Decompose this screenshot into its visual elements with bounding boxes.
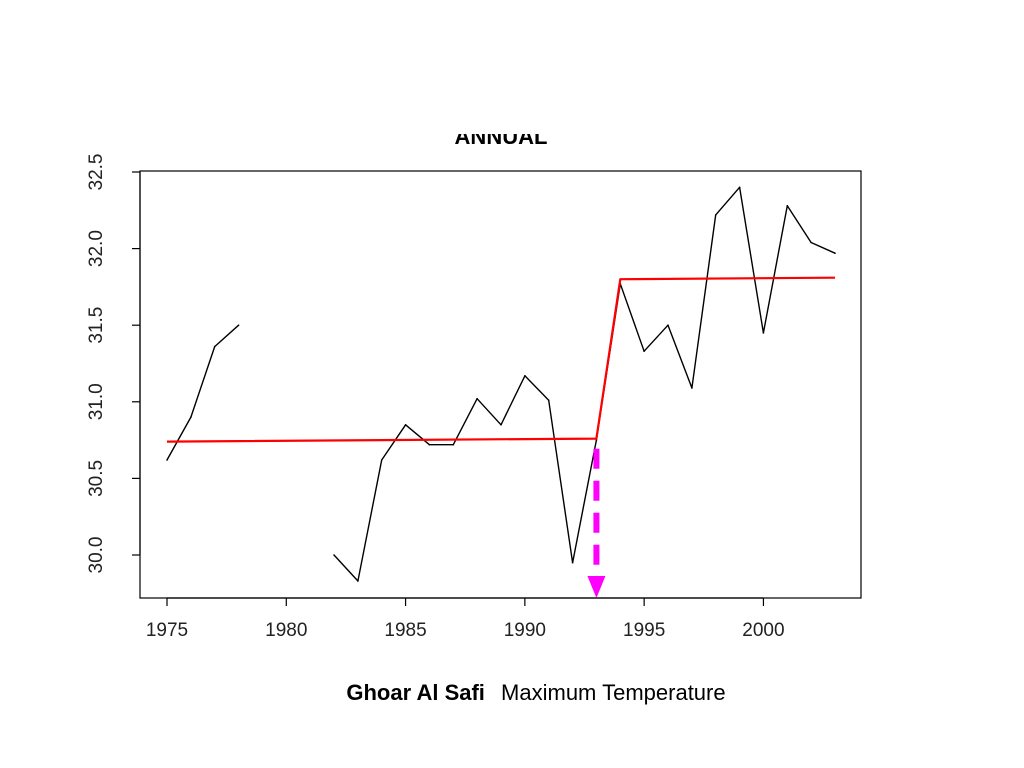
data-point <box>762 332 765 334</box>
y-tick-label: 31.5 <box>86 307 107 344</box>
x-tick-label: 1975 <box>146 620 188 641</box>
plot-frame <box>139 170 862 599</box>
step-trend-line <box>166 276 836 443</box>
y-tick-label: 30.5 <box>86 460 107 497</box>
data-point <box>428 443 431 446</box>
data-point <box>547 399 550 402</box>
data-point <box>571 561 574 564</box>
data-point <box>786 204 789 207</box>
data-point <box>237 324 240 327</box>
data-point <box>452 443 455 446</box>
chart-caption: Ghoar Al Safi Maximum Temperature <box>0 680 1024 706</box>
x-tick-label: 1985 <box>384 620 426 641</box>
data-point <box>810 241 812 244</box>
data-point <box>333 554 335 556</box>
temperature-series-line <box>166 324 240 461</box>
x-axis: 1975 1980 1985 1990 1995 2000 <box>146 597 785 641</box>
data-point <box>667 324 669 327</box>
caption-place: Ghoar Al Safi <box>346 680 485 705</box>
data-point <box>404 424 407 426</box>
data-point <box>476 397 478 400</box>
y-tick-label: 30.0 <box>86 537 107 574</box>
y-axis: 30.0 30.5 31.0 31.5 32.0 32.5 <box>86 154 141 574</box>
data-point <box>500 424 502 426</box>
data-point <box>834 252 836 254</box>
x-tick-label: 1995 <box>623 620 665 641</box>
data-point <box>691 387 693 389</box>
data-point <box>190 416 192 418</box>
x-tick-label: 1980 <box>265 620 307 641</box>
data-point <box>738 186 741 189</box>
data-point <box>714 214 717 216</box>
marker-layer <box>587 448 606 598</box>
data-point <box>380 459 383 461</box>
x-tick-label: 1990 <box>504 620 546 641</box>
chart-title: ANNUAL <box>455 124 548 149</box>
y-tick-label: 32.0 <box>86 230 107 267</box>
data-point <box>357 580 359 582</box>
data-point <box>213 345 216 348</box>
change-point-arrow-head <box>587 576 606 598</box>
temperature-series-line <box>333 186 836 582</box>
data-point <box>166 459 168 461</box>
data-point <box>524 375 526 377</box>
data-point <box>643 350 645 353</box>
y-tick-label: 32.5 <box>86 154 107 191</box>
trend-layer <box>166 276 836 443</box>
x-tick-label: 2000 <box>742 620 784 641</box>
series-layer <box>166 186 836 582</box>
caption-text: Maximum Temperature <box>501 680 726 705</box>
y-tick-label: 31.0 <box>86 383 107 420</box>
